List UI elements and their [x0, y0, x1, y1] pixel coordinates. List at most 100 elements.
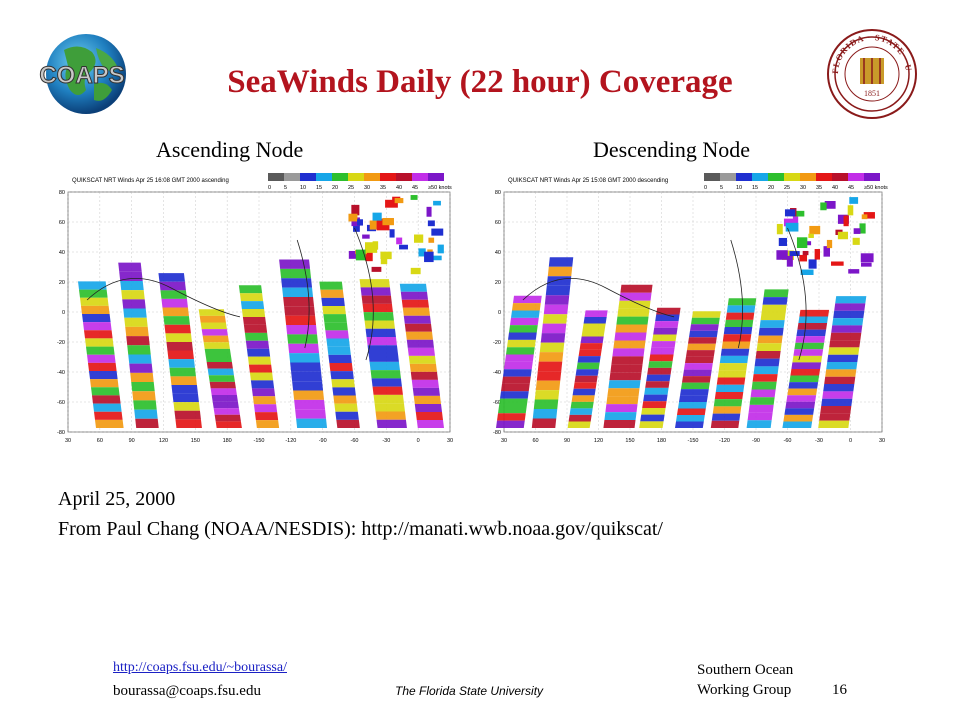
wind-cell — [784, 408, 815, 415]
lat-tick: 0 — [62, 310, 65, 316]
wind-cell — [646, 374, 671, 382]
wind-cell — [762, 297, 788, 305]
colorbar-tick: 15 — [752, 185, 758, 191]
wind-cell — [620, 284, 653, 293]
observation-date: April 25, 2000 — [58, 488, 176, 510]
colorbar-tick: 15 — [316, 185, 322, 191]
wind-cell — [642, 401, 667, 408]
wind-cell — [501, 383, 530, 392]
wind-cell — [291, 371, 323, 382]
wind-cell — [334, 403, 358, 412]
colorbar-segment — [720, 173, 736, 181]
wind-cell — [86, 346, 115, 355]
wind-cell — [369, 220, 377, 230]
wind-cell — [288, 343, 320, 354]
wind-cell — [497, 413, 526, 421]
wind-cell — [293, 390, 325, 400]
wind-swath — [158, 273, 202, 428]
wind-swath — [531, 257, 574, 428]
colorbar-segment — [316, 173, 332, 181]
wind-cell — [568, 414, 592, 422]
wind-cell — [167, 350, 194, 360]
wind-cell — [402, 307, 430, 316]
colorbar-tick: 30 — [800, 185, 806, 191]
author-homepage-link[interactable]: http://coaps.fsu.edu/~bourassa/ — [113, 660, 287, 675]
wind-cell — [253, 404, 278, 413]
wind-cell — [619, 292, 652, 301]
lat-tick: -80 — [57, 430, 65, 436]
wind-cell — [533, 399, 559, 410]
wind-cell — [787, 388, 818, 396]
wind-cell — [431, 228, 444, 236]
working-group-line2: Working Group — [697, 682, 792, 698]
wind-cell — [199, 315, 226, 323]
wind-cell — [290, 362, 322, 372]
coaps-logo: COAPS — [34, 28, 134, 123]
wind-swath — [675, 311, 721, 428]
wind-cell — [724, 319, 754, 328]
wind-cell — [818, 420, 850, 428]
wind-cell — [617, 308, 650, 317]
wind-cell — [380, 251, 392, 260]
lon-tick: -150 — [687, 438, 698, 444]
wind-cell — [796, 237, 808, 249]
lon-tick: 180 — [657, 438, 666, 444]
wind-cell — [656, 307, 681, 315]
lat-tick: -60 — [493, 400, 501, 406]
wind-cell — [424, 251, 434, 263]
colorbar-tick: 5 — [720, 185, 723, 191]
wind-cell — [169, 367, 196, 377]
coastline — [86, 227, 374, 361]
wind-cell — [250, 380, 275, 389]
wind-cell — [820, 202, 827, 211]
colorbar-tick: 20 — [332, 185, 338, 191]
wind-cell — [837, 214, 849, 224]
wind-cell — [294, 399, 326, 410]
wind-cell — [254, 412, 279, 421]
wind-swath — [279, 259, 328, 428]
wind-cell — [240, 301, 265, 310]
polar-coverage — [776, 197, 875, 275]
wind-cell — [508, 332, 537, 340]
wind-cell — [427, 220, 435, 227]
wind-swath — [567, 310, 608, 428]
lon-tick: 30 — [879, 438, 885, 444]
wind-cell — [242, 316, 267, 325]
wind-cell — [682, 376, 711, 383]
wind-cell — [613, 340, 646, 349]
wind-cell — [503, 369, 532, 377]
wind-cell — [252, 396, 277, 405]
wind-cell — [800, 269, 814, 275]
map-caption: QUIKSCAT NRT Winds Apr 25 16:08 GMT 2000… — [72, 178, 229, 184]
wind-cell — [863, 212, 875, 219]
wind-cell — [211, 395, 238, 402]
wind-cell — [537, 361, 563, 372]
colorbar-segment — [816, 173, 832, 181]
wind-cell — [372, 241, 379, 250]
wind-cell — [676, 415, 705, 422]
wind-cell — [361, 295, 392, 304]
working-group-line1: Southern Ocean — [697, 662, 794, 678]
wind-cell — [750, 389, 776, 398]
wind-cell — [760, 312, 786, 321]
wind-cell — [348, 213, 358, 222]
lon-tick: 120 — [594, 438, 603, 444]
wind-cell — [710, 420, 740, 428]
wind-cell — [351, 204, 360, 216]
wind-swath — [238, 285, 280, 428]
wind-cell — [204, 348, 231, 356]
colorbar-segment — [412, 173, 428, 181]
wind-cell — [200, 322, 227, 330]
author-email: bourassa@coaps.fsu.edu — [113, 683, 261, 699]
lat-tick: 40 — [59, 250, 65, 256]
wind-cell — [789, 251, 800, 257]
wind-cell — [776, 250, 788, 260]
wind-cell — [127, 345, 151, 355]
wind-cell — [751, 381, 777, 390]
slide-title: SeaWinds Daily (22 hour) Coverage — [227, 64, 733, 100]
wind-swath — [639, 307, 681, 428]
wind-cell — [174, 410, 201, 420]
wind-cell — [163, 316, 190, 325]
wind-cell — [783, 218, 794, 227]
wind-cell — [335, 411, 359, 420]
